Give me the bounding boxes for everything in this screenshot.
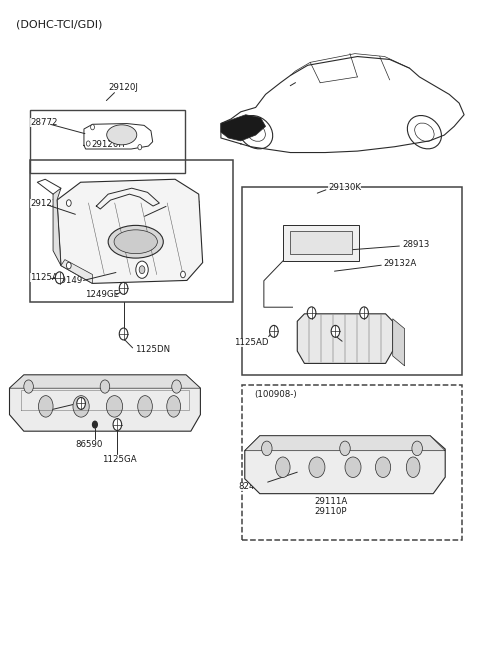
Text: 29111A: 29111A [24, 408, 58, 417]
Bar [30, 110, 185, 173]
Polygon shape [10, 375, 200, 431]
Text: 29111A: 29111A [314, 497, 348, 506]
Text: (100908-): (100908-) [254, 390, 297, 399]
Text: (DOHC-TCI/GDI): (DOHC-TCI/GDI) [16, 20, 102, 30]
Circle shape [360, 307, 368, 319]
Circle shape [412, 441, 422, 456]
Polygon shape [393, 319, 405, 366]
Circle shape [113, 418, 121, 430]
Bar [290, 231, 352, 254]
Text: 29110P: 29110P [314, 507, 347, 517]
Circle shape [138, 145, 142, 150]
Circle shape [86, 141, 90, 146]
Circle shape [77, 398, 85, 410]
Text: 29130K: 29130K [328, 183, 361, 193]
Bar [242, 187, 462, 375]
Ellipse shape [73, 396, 89, 417]
Text: 82442: 82442 [239, 481, 266, 491]
Polygon shape [245, 436, 445, 451]
Ellipse shape [167, 396, 180, 417]
Text: 29122B: 29122B [168, 200, 201, 209]
Ellipse shape [107, 396, 122, 417]
Text: 29123: 29123 [30, 199, 58, 208]
Circle shape [24, 380, 34, 393]
Ellipse shape [309, 457, 325, 477]
Circle shape [119, 328, 128, 340]
Text: 29149: 29149 [55, 276, 83, 285]
Circle shape [331, 325, 340, 337]
Ellipse shape [107, 125, 137, 145]
Polygon shape [61, 260, 93, 284]
Circle shape [340, 441, 350, 456]
Bar [283, 224, 360, 261]
Text: 29132A: 29132A [383, 259, 417, 268]
Text: 86590: 86590 [75, 440, 102, 449]
Polygon shape [221, 115, 265, 141]
Circle shape [172, 380, 181, 393]
Circle shape [119, 282, 128, 294]
Text: 1125DN: 1125DN [135, 345, 170, 354]
Polygon shape [245, 436, 445, 493]
Ellipse shape [345, 457, 361, 477]
Text: 1249GE: 1249GE [345, 339, 379, 348]
Ellipse shape [407, 457, 420, 477]
Bar [242, 385, 462, 540]
Polygon shape [57, 179, 203, 284]
Text: 28772: 28772 [30, 118, 58, 127]
Text: (-100908): (-100908) [24, 418, 67, 426]
Circle shape [307, 307, 316, 319]
Circle shape [270, 325, 278, 337]
Ellipse shape [38, 396, 53, 417]
Circle shape [262, 441, 272, 456]
Ellipse shape [276, 457, 290, 477]
Text: 1125GA: 1125GA [102, 455, 137, 464]
Circle shape [66, 262, 71, 269]
Bar [30, 160, 233, 302]
Ellipse shape [108, 225, 163, 258]
Circle shape [66, 200, 71, 207]
Polygon shape [53, 188, 61, 266]
Text: 1125AD: 1125AD [234, 338, 269, 347]
Text: 28913: 28913 [402, 240, 430, 248]
Circle shape [93, 421, 97, 428]
Ellipse shape [138, 396, 152, 417]
Circle shape [91, 125, 95, 130]
Text: 1249GE: 1249GE [84, 290, 119, 299]
Text: 1125AD: 1125AD [30, 274, 64, 282]
Text: 29120H: 29120H [92, 140, 126, 149]
Text: 29120J: 29120J [108, 83, 138, 92]
Circle shape [139, 266, 145, 274]
Ellipse shape [114, 230, 157, 254]
Polygon shape [297, 314, 393, 363]
Circle shape [55, 272, 64, 284]
Circle shape [100, 380, 110, 393]
Circle shape [180, 271, 185, 278]
Ellipse shape [375, 457, 391, 477]
Polygon shape [10, 375, 200, 388]
Circle shape [136, 261, 148, 278]
